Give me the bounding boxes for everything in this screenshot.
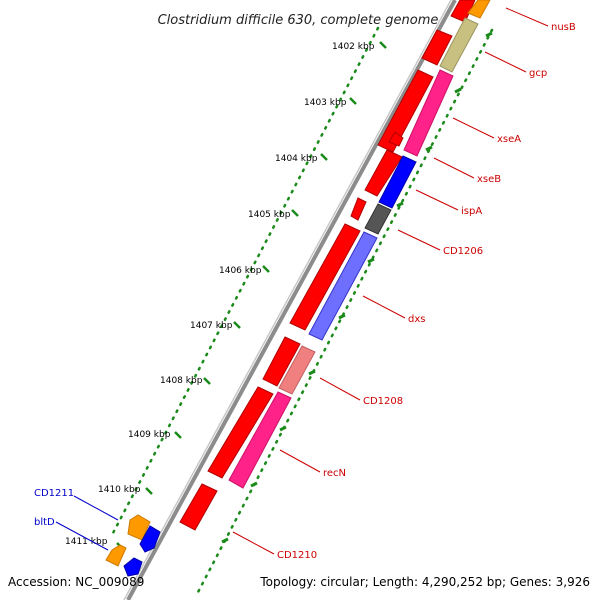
label-leader-line <box>505 7 549 27</box>
tick-label: 1407 kbp <box>190 321 233 331</box>
label-leader-line <box>279 449 321 473</box>
gene-label-CD1211[interactable]: CD1211 <box>34 488 74 499</box>
tick-label: 1402 kbp <box>332 42 375 52</box>
gene-label-dxs[interactable]: dxs <box>408 314 425 325</box>
skew-tick <box>308 369 316 376</box>
map-title: Clostridium difficile 630, complete geno… <box>158 13 439 28</box>
skew-tick <box>221 537 229 544</box>
tick-mark <box>262 265 270 273</box>
label-leader-line <box>319 377 361 401</box>
genome-backbone-shadow <box>123 0 452 600</box>
skew-tick <box>485 31 493 38</box>
label-leader-line <box>397 229 441 251</box>
forward-gene-labels: nusB gcp xseA xseB ispA CD1206 dxs CD120… <box>232 7 576 561</box>
tick-label: 1403 kbp <box>304 98 347 108</box>
gene-label-xseA[interactable]: xseA <box>497 134 521 145</box>
tick-label: 1408 kbp <box>160 376 203 386</box>
label-leader-line <box>433 157 475 179</box>
skew-tick <box>367 257 375 264</box>
gene-label-CD1208[interactable]: CD1208 <box>363 396 403 407</box>
tick-label: 1404 kbp <box>275 154 318 164</box>
gc-skew-dotted-track <box>194 28 494 598</box>
reverse-gene-labels: CD1211 bltD <box>34 488 119 551</box>
feature-block-xseA[interactable] <box>403 69 454 157</box>
tick-mark <box>379 41 387 49</box>
label-leader-line <box>484 51 527 73</box>
tick-mark <box>233 321 241 329</box>
feature-block-recN[interactable] <box>228 391 292 489</box>
gene-label-bltD[interactable]: bltD <box>34 517 55 528</box>
skew-tick <box>454 87 462 94</box>
tick-mark <box>320 153 328 161</box>
feature-block-gcp[interactable] <box>439 17 479 73</box>
reverse-cds-track <box>105 514 161 577</box>
gene-label-xseB[interactable]: xseB <box>477 174 501 185</box>
cds-arrow-xseB[interactable] <box>388 131 404 147</box>
skew-tick <box>250 481 258 488</box>
tick-mark <box>203 377 211 385</box>
label-leader-line <box>452 117 495 139</box>
skew-tick <box>425 145 433 152</box>
cds-arrow-ispA[interactable] <box>364 149 403 197</box>
gene-label-CD1210[interactable]: CD1210 <box>277 550 317 561</box>
forward-cds-track <box>179 0 476 531</box>
feature-block-CD1211[interactable] <box>127 514 151 541</box>
cds-arrow-gcp[interactable] <box>421 29 453 66</box>
tick-label: 1406 kbp <box>219 266 262 276</box>
feature-block-CD1206[interactable] <box>364 203 392 235</box>
cds-arrow-CD1208[interactable] <box>262 336 301 387</box>
tick-mark <box>291 209 299 217</box>
label-leader-line <box>73 495 119 521</box>
label-leader-line <box>232 531 275 555</box>
feature-block-nusB[interactable] <box>467 0 491 19</box>
genome-summary-text: Topology: circular; Length: 4,290,252 bp… <box>259 575 590 589</box>
gene-label-nusB[interactable]: nusB <box>551 22 576 33</box>
label-leader-line <box>415 189 459 211</box>
tick-mark <box>145 487 153 495</box>
feature-block-xseB[interactable] <box>378 155 417 209</box>
genome-backbone <box>126 0 457 600</box>
skew-tick <box>279 425 287 432</box>
label-leader-line <box>362 295 406 319</box>
feature-class-track <box>228 0 491 489</box>
gc-skew-ticks <box>221 31 493 544</box>
label-leader-line <box>55 521 109 551</box>
tick-label: 1409 kbp <box>128 430 171 440</box>
cds-arrow-dxs[interactable] <box>289 223 361 331</box>
gc-content-dotted-track <box>110 26 380 537</box>
skew-tick <box>338 313 346 320</box>
cds-arrow-recN[interactable] <box>207 386 274 479</box>
gene-label-ispA[interactable]: ispA <box>461 206 482 217</box>
tick-label: 1405 kbp <box>248 210 291 220</box>
skew-tick <box>396 201 404 208</box>
tick-label: 1410 kbp <box>98 485 141 495</box>
gene-label-CD1206[interactable]: CD1206 <box>443 246 483 257</box>
gene-label-gcp[interactable]: gcp <box>529 68 547 79</box>
feature-block-CD1208[interactable] <box>278 345 316 395</box>
cds-arrow-xseA[interactable] <box>377 69 434 153</box>
kbp-scale: 1402 kbp 1403 kbp 1404 kbp 1405 kbp 1406… <box>65 41 387 550</box>
tick-label: 1411 kbp <box>65 537 108 547</box>
tick-mark <box>349 97 357 105</box>
accession-text: Accession: NC_009089 <box>8 575 144 589</box>
gene-label-recN[interactable]: recN <box>323 468 346 479</box>
cds-arrow-CD1211[interactable] <box>139 525 161 553</box>
feature-block-bltD[interactable] <box>105 544 127 567</box>
cds-arrow-CD1210[interactable] <box>179 483 218 531</box>
cds-arrow-CD1206[interactable] <box>350 197 367 221</box>
tick-mark <box>174 431 182 439</box>
feature-block-dxs[interactable] <box>308 231 378 341</box>
cds-arrow-bltD[interactable] <box>123 557 143 577</box>
